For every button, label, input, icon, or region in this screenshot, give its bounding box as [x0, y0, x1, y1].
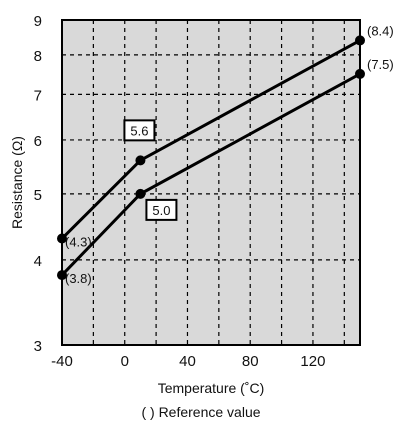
y-tick-label: 3 — [34, 338, 42, 355]
x-axis-ticks: -40 0 40 80 120 — [51, 353, 325, 370]
series-layer — [57, 35, 365, 281]
data-point — [57, 233, 67, 244]
data-point — [135, 188, 146, 199]
data-point — [355, 68, 365, 79]
y-tick-label: 7 — [34, 87, 42, 104]
data-label: (7.5) — [367, 57, 394, 72]
data-point — [135, 155, 146, 166]
x-tick-label: -40 — [51, 353, 73, 370]
data-label: 5.6 — [130, 123, 148, 138]
x-tick-label: 120 — [300, 353, 325, 370]
plot-frame — [61, 19, 361, 346]
data-label: (8.4) — [367, 23, 394, 38]
data-label: 5.0 — [152, 203, 170, 218]
reference-value-note: ( ) Reference value — [141, 404, 261, 420]
y-axis-title: Resistance (Ω) — [9, 136, 25, 229]
y-axis-ticks: 3 4 5 6 7 8 9 — [34, 13, 42, 355]
data-point — [355, 35, 365, 46]
y-tick-label: 5 — [34, 187, 42, 204]
data-label: (4.3) — [65, 235, 92, 250]
data-label: (3.8) — [65, 271, 92, 286]
x-tick-label: 80 — [242, 353, 259, 370]
y-tick-label: 6 — [34, 133, 42, 150]
grid-lines — [62, 20, 360, 345]
point-labels-layer: (4.3) 5.6 (8.4) (3.8) 5.0 (7.5) — [65, 23, 394, 286]
y-tick-label: 9 — [34, 13, 42, 30]
data-point — [57, 270, 67, 281]
x-tick-label: 40 — [179, 353, 196, 370]
y-tick-label: 4 — [34, 253, 42, 270]
data-label-box — [123, 119, 156, 142]
plot-area — [62, 20, 360, 345]
y-tick-label: 8 — [34, 48, 42, 65]
data-label-box — [145, 198, 178, 221]
x-tick-label: 0 — [121, 353, 129, 370]
x-axis-title: Temperature (˚C) — [158, 380, 265, 396]
